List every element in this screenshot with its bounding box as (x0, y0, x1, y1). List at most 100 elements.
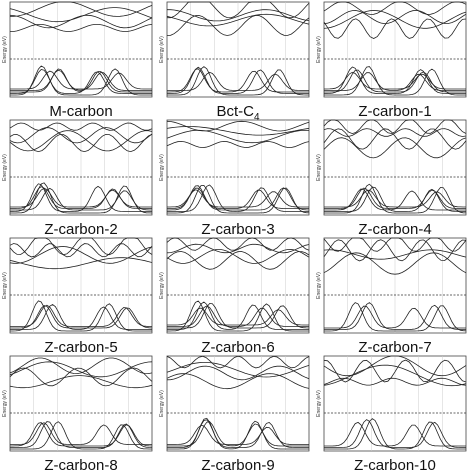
band-curve (323, 249, 467, 260)
band-curve (323, 359, 467, 383)
y-axis-label: Energy (eV) (159, 390, 165, 417)
band-curve (167, 71, 309, 91)
band-curve (10, 187, 152, 211)
panel: Energy (eV) Z-carbon-6 (159, 237, 310, 356)
band-curve (10, 187, 152, 208)
band-curve (166, 248, 310, 264)
band-curve (9, 243, 153, 258)
band-curve (10, 69, 152, 91)
band-curve (9, 257, 153, 270)
panel: Energy (eV) Z-carbon-5 (2, 237, 153, 356)
band-curve (167, 66, 309, 94)
band-curve (324, 305, 466, 329)
band-curve (10, 23, 153, 32)
y-axis-label: Energy (eV) (316, 272, 322, 299)
panel: Energy (eV) Z-carbon-9 (159, 355, 310, 474)
band-curve (10, 300, 152, 332)
panel-label: M-carbon (49, 103, 112, 120)
y-axis-label: Energy (eV) (159, 36, 165, 63)
panel-label: Z-carbon-5 (44, 339, 117, 356)
panel-label-text: Z-carbon-3 (201, 221, 274, 238)
band-curve (10, 1, 153, 17)
band-curve (9, 367, 153, 387)
band-curve (323, 128, 467, 137)
band-curve (10, 305, 153, 329)
band-curve (167, 421, 309, 447)
band-curve (323, 237, 467, 252)
panel: Energy (eV) Z-carbon-4 (316, 119, 467, 238)
band-curve (9, 357, 153, 375)
panel-label-text: Z-carbon-6 (201, 339, 274, 356)
panel-label-subscript: 4 (254, 112, 260, 123)
y-axis-label: Energy (eV) (159, 272, 165, 299)
band-curve (167, 424, 309, 445)
band-curve (9, 127, 153, 144)
band-curve (166, 251, 310, 270)
panel: Energy (eV) M-carbon (2, 1, 153, 120)
band-curve (166, 120, 310, 132)
band-curve (10, 422, 152, 445)
band-curve (166, 140, 310, 149)
band-curve (9, 361, 153, 378)
band-curve (324, 183, 467, 214)
panel: Energy (eV) Z-carbon-2 (2, 119, 153, 238)
band-curve (9, 237, 153, 256)
panel-label-text: Z-carbon-1 (358, 103, 431, 120)
panel: Energy (eV) Z-carbon-10 (316, 355, 467, 474)
y-axis-label: Energy (eV) (316, 154, 322, 181)
panel-label: Z-carbon-6 (201, 339, 274, 356)
band-curve (323, 364, 467, 387)
panel-label: Z-carbon-10 (354, 457, 436, 474)
band-curve (324, 302, 466, 330)
band-curve (323, 137, 467, 159)
band-curve (323, 119, 467, 135)
y-axis-label: Energy (eV) (2, 154, 8, 181)
band-curve (10, 422, 153, 447)
panel-label-text: Z-carbon-7 (358, 339, 431, 356)
band-curve (10, 186, 152, 209)
panel-label-text: Bct-C (216, 103, 254, 120)
panel-label-text: Z-carbon-4 (358, 221, 431, 238)
band-curve (166, 361, 310, 378)
band-curve (166, 365, 310, 381)
band-curve (324, 189, 466, 208)
band-curve (323, 18, 467, 39)
panel-label: Z-carbon-2 (44, 221, 117, 238)
band-curve (10, 421, 152, 450)
y-axis-label: Energy (eV) (2, 272, 8, 299)
band-curve (9, 7, 153, 23)
band-curve (324, 421, 466, 447)
band-curve (167, 303, 310, 329)
panel-label: Z-carbon-4 (358, 221, 431, 238)
band-curve (10, 304, 152, 330)
panel: Energy (eV) Z-carbon-3 (159, 119, 310, 238)
band-curve (10, 304, 152, 327)
band-curve (323, 10, 467, 29)
y-axis-label: Energy (eV) (2, 390, 8, 417)
y-axis-label: Energy (eV) (159, 154, 165, 181)
band-curve (166, 237, 310, 251)
band-curve (324, 66, 466, 94)
band-curve (324, 418, 466, 450)
y-axis-label: Energy (eV) (316, 36, 322, 63)
band-curve (324, 186, 466, 212)
panel: Energy (eV) Z-carbon-1 (316, 1, 467, 120)
band-curve (323, 239, 467, 262)
band-curve (10, 68, 152, 93)
band-curve (166, 129, 310, 144)
panel-label-text: M-carbon (49, 103, 112, 120)
panel-label: Z-carbon-3 (201, 221, 274, 238)
panel-label: Z-carbon-1 (358, 103, 431, 120)
band-curve (166, 14, 310, 36)
band-curve (167, 307, 309, 326)
panel-label-text: Z-carbon-2 (44, 221, 117, 238)
band-curve (323, 377, 467, 386)
band-curve (167, 9, 310, 22)
y-axis-label: Energy (eV) (316, 390, 322, 417)
panel-label-text: Z-carbon-9 (201, 457, 274, 474)
band-curve (167, 1, 310, 19)
band-curve (166, 13, 310, 27)
band-curve (166, 243, 310, 254)
band-curve (167, 305, 309, 327)
